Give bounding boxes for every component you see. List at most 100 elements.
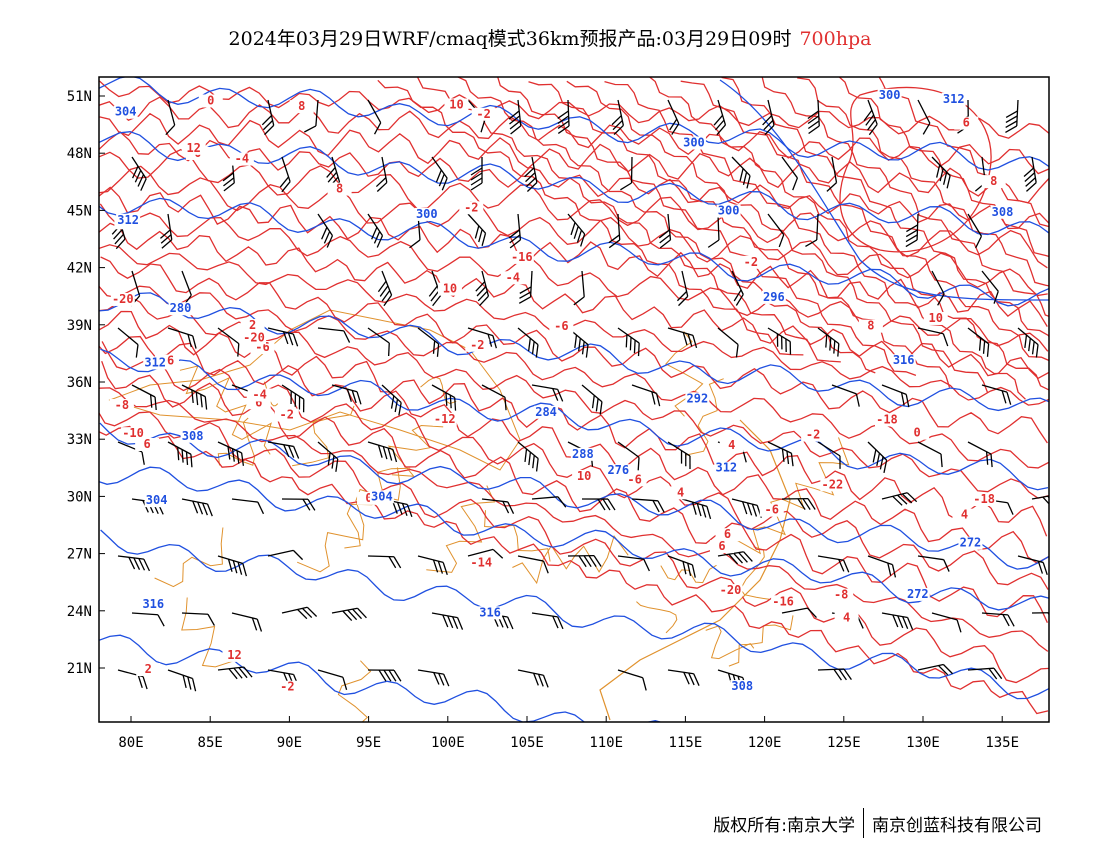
height-label: 312 [943,92,965,106]
isotherm-label: 8 [990,174,997,188]
isotherm-label-bg [715,528,740,542]
province-boundary [665,331,704,417]
wind-barb [217,555,248,577]
plot-frame [98,76,1050,723]
wind-barb [905,213,919,248]
isotherm-label: -16 [772,594,794,608]
wind-barb [317,441,339,472]
isotherm-label: 0 [914,426,921,440]
isotherm-label-bg [858,319,883,333]
wind-barb [731,156,751,189]
wind-barb [367,213,384,248]
isotherm-label-bg [801,428,826,442]
wind-barb [557,99,570,134]
height-contour [99,131,1049,236]
wind-barb [676,270,689,307]
isotherm-label: -4 [235,152,249,166]
height-label-bg [144,494,169,508]
isotherm-label: -4 [252,388,266,402]
lat-tick-label: 45N [67,203,92,219]
province-boundary [705,625,755,660]
wind-barb [717,327,739,358]
height-label-bg [113,105,138,119]
wind-barb [117,555,151,572]
lon-tick-label: 115E [669,735,703,751]
isotherm-label-bg [444,98,469,112]
temperature-isotherm [497,77,917,377]
wind-barb-layer [111,99,1049,692]
contour-label-layer: -2-8-6-6-4-20-20-6-2-4-20420-64681086810… [109,88,1015,694]
isotherm-label-bg [820,478,845,492]
lat-tick-label: 21N [67,661,92,677]
isotherm-label-bg [121,427,146,441]
copyright-footer: 版权所有:南京大学 南京创蓝科技有限公司 [713,808,1042,838]
isotherm-label-bg [110,292,135,306]
height-label: 284 [535,405,557,419]
copyright-right: 南京创蓝科技有限公司 [872,815,1042,836]
height-label-bg [891,354,916,368]
isotherm-label-bg [274,408,299,422]
isotherm-label-bg [327,182,352,196]
wind-barb [317,327,351,343]
height-label: 276 [607,463,629,477]
wind-barb [881,492,918,506]
lon-tick-label: 90E [277,735,302,751]
temperature-isotherm [99,203,1049,352]
province-boundary [292,405,355,467]
isotherm-label-bg [668,486,693,500]
temperature-isotherm [99,148,1048,269]
wind-barb [781,156,799,191]
wind-barb [431,156,448,191]
wind-barb [367,669,402,682]
wind-barb [267,327,299,347]
wind-barb [167,669,197,692]
footer-divider [863,808,864,838]
isotherm-label: -2 [476,107,490,121]
height-label-bg [685,392,710,406]
wind-barb [981,612,1015,627]
isotherm-label-bg [954,116,979,130]
isotherm-label-bg [905,426,930,440]
height-label: 316 [142,597,164,611]
wind-barb [667,669,700,686]
isotherm-label: 6 [724,527,731,541]
isotherm-label-bg [229,152,254,166]
axis-ticks: 80E 85E 90E 95E 100E 105E 110E 115E 120E 125E 130E… [67,89,1019,751]
wind-barb [931,612,962,633]
isotherm-label-bg [759,503,784,517]
lon-tick-label: 85E [198,735,223,751]
isotherm-label: -2 [806,428,820,442]
province-boundary [685,378,724,456]
wind-barb [807,99,820,135]
wind-barb [817,555,850,573]
height-label: 312 [144,355,166,369]
wind-barb [431,384,457,411]
height-label-bg [905,587,930,601]
height-label-bg [180,429,205,443]
height-label: 300 [718,204,740,218]
wind-barb [967,667,1003,680]
temperature-isotherm [648,77,1049,391]
wind-barb [517,555,549,574]
wind-barb [631,498,665,513]
height-label-bg [941,92,966,106]
height-contour [99,422,1049,570]
height-label: 272 [907,587,929,601]
lon-tick-label: 105E [510,735,544,751]
wind-barb [281,384,305,413]
isotherm-label-bg [709,540,734,554]
wind-barb [817,327,840,357]
wind-barb [967,327,990,357]
height-label: 312 [715,461,737,475]
height-label-bg [716,204,741,218]
province-boundary [154,527,224,588]
wind-barb [331,384,362,405]
wind-barb [981,270,999,304]
wind-barb [475,270,490,307]
wind-barb [981,384,1012,405]
wind-barb [131,612,165,627]
wind-barb [667,441,691,469]
wind-barb [931,270,945,306]
temperature-isotherm [101,360,1048,623]
height-label: 300 [879,88,901,102]
